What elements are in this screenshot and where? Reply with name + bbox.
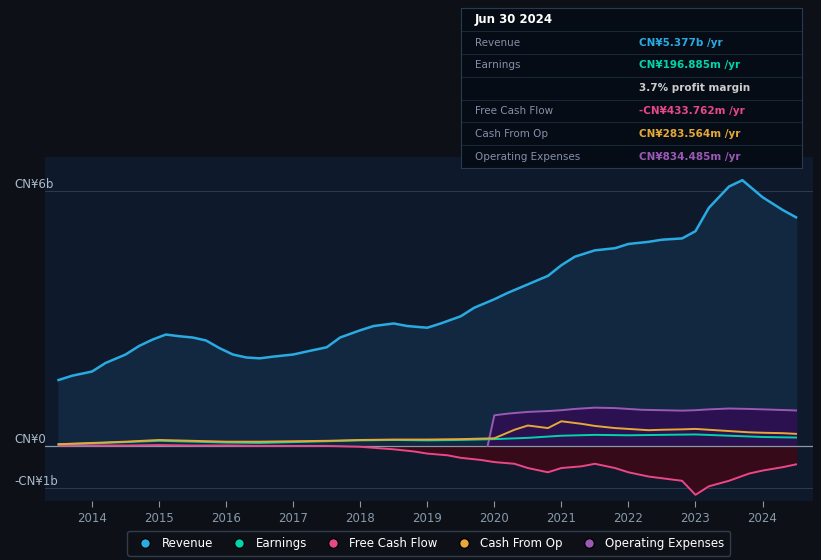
Text: CN¥283.564m /yr: CN¥283.564m /yr <box>639 129 740 139</box>
Text: CN¥196.885m /yr: CN¥196.885m /yr <box>639 60 740 71</box>
Text: -CN¥1b: -CN¥1b <box>15 475 58 488</box>
Text: Earnings: Earnings <box>475 60 521 71</box>
Text: CN¥0: CN¥0 <box>15 433 47 446</box>
Text: CN¥6b: CN¥6b <box>15 178 54 191</box>
Text: CN¥834.485m /yr: CN¥834.485m /yr <box>639 152 740 162</box>
Text: Revenue: Revenue <box>475 38 521 48</box>
Text: CN¥5.377b /yr: CN¥5.377b /yr <box>639 38 722 48</box>
Text: Free Cash Flow: Free Cash Flow <box>475 106 553 116</box>
Text: Jun 30 2024: Jun 30 2024 <box>475 13 553 26</box>
Text: Cash From Op: Cash From Op <box>475 129 548 139</box>
Legend: Revenue, Earnings, Free Cash Flow, Cash From Op, Operating Expenses: Revenue, Earnings, Free Cash Flow, Cash … <box>127 531 731 556</box>
Text: 3.7% profit margin: 3.7% profit margin <box>639 83 750 93</box>
Text: -CN¥433.762m /yr: -CN¥433.762m /yr <box>639 106 745 116</box>
Text: Operating Expenses: Operating Expenses <box>475 152 580 162</box>
